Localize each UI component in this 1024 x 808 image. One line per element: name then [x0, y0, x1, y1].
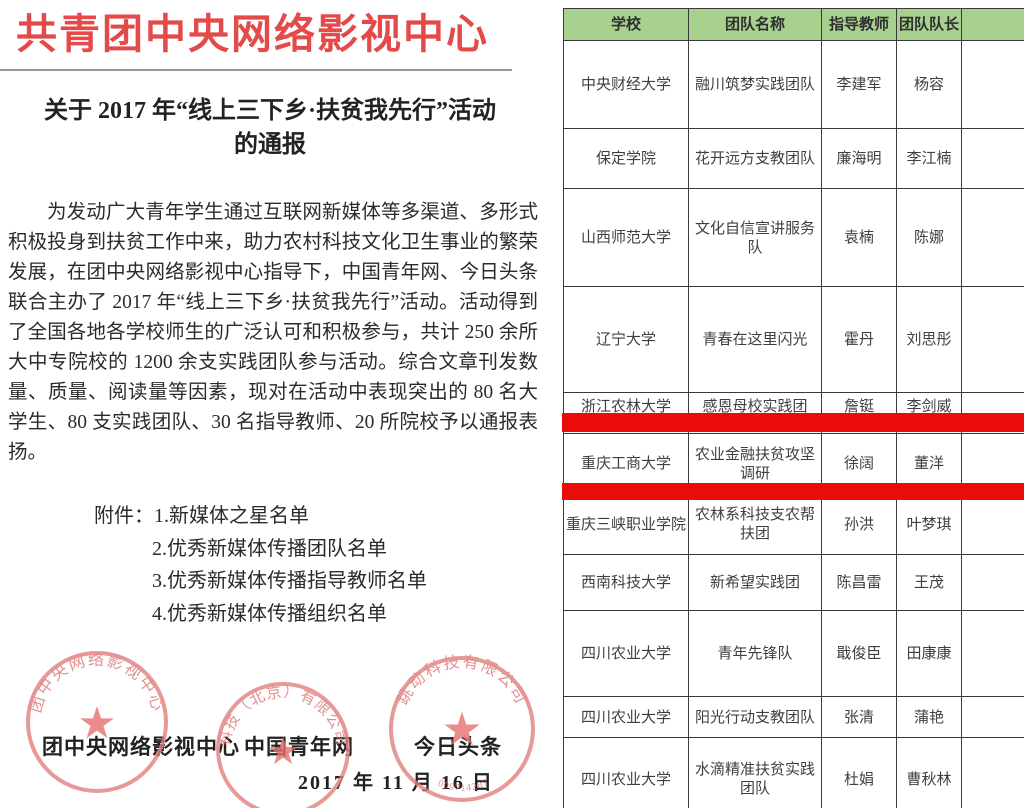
- attachment-item: 3.优秀新媒体传播指导教师名单: [152, 570, 427, 592]
- signatory-youth-net: 中国青年网: [244, 735, 354, 759]
- cell-members: 刘旭东、刘 开宏、、冯 潘婷敬、张 、刘: [961, 737, 1024, 808]
- cell-leader: 叶梦琪: [896, 493, 962, 555]
- table-row: 重庆三峡职业学院 农林系科技支农帮扶团 孙洪 叶梦琪 、陶树星、 嫚、杨帮全: [563, 493, 1024, 555]
- notice-document: 共青团中央网络影视中心 关于 2017 年“线上三下乡·扶贫我先行”活动 的通报…: [0, 11, 540, 808]
- cell-school: 四川农业大学: [563, 696, 689, 738]
- cell-team: 融川筑梦实践团队: [688, 40, 822, 129]
- cell-school: 山西师范大学: [563, 188, 689, 287]
- header-team-leader: 团队队长: [896, 8, 962, 41]
- cell-teacher: 孙洪: [821, 493, 897, 555]
- awards-table: 学校 团队名称 指导教师 团队队长 中央财经大学 融川筑梦实践团队 李建军 杨容…: [563, 8, 1024, 808]
- cell-leader: 王茂: [896, 554, 962, 611]
- cell-school: 保定学院: [563, 128, 689, 189]
- table-row: 四川农业大学 青年先锋队 戢俊臣 田康康 金勤、谭婷 、孟祥睿、 林磊、阳丽 妮…: [563, 610, 1024, 697]
- cell-teacher: 袁楠: [821, 188, 897, 287]
- header-school: 学校: [563, 8, 689, 41]
- header-members: [961, 8, 1024, 41]
- notice-title: 关于 2017 年“线上三下乡·扶贫我先行”活动 的通报: [0, 94, 540, 162]
- cell-team: 新希望实践团: [688, 554, 822, 611]
- table-row: 四川农业大学 水滴精准扶贫实践团队 杜娟 曹秋林 刘旭东、刘 开宏、、冯 潘婷敬…: [563, 737, 1024, 808]
- cell-teacher: 李建军: [821, 40, 897, 129]
- cell-members: 、陶树星、 嫚、杨帮全: [961, 493, 1024, 555]
- table-row: 辽宁大学 青春在这里闪光 霍丹 刘思彤 褚天舒、 凯旋、朱 名、王佳 勇、束启: [563, 286, 1024, 393]
- cell-team: 青春在这里闪光: [688, 286, 822, 393]
- attachment-line-1: 附件：1.新媒体之星名单: [94, 500, 524, 533]
- attachment-item: 2.优秀新媒体传播团队名单: [152, 537, 387, 560]
- official-stamp-left: 团中央网络影视中心 ★: [26, 650, 168, 793]
- stamp-arc-text: 跳动科技有限公司: [394, 653, 528, 708]
- attachments-list: 附件：1.新媒体之星名单 2.优秀新媒体传播团队名单 3.优秀新媒体传播指导教师…: [94, 500, 524, 630]
- cell-teacher: 廉海明: [821, 128, 897, 189]
- table-row: 中央财经大学 融川筑梦实践团队 李建军 杨容 王鹿鸣、冯 琳、齐雪 琪、冯惟 、: [563, 40, 1024, 129]
- attachment-item: 1.新媒体之星名单: [154, 505, 309, 527]
- highlight-bar-bottom: [562, 483, 1024, 500]
- cell-leader: 田康康: [896, 610, 962, 697]
- cell-leader: 曹秋林: [896, 737, 962, 808]
- stamp-arc-text: 团中央网络影视中心: [27, 650, 165, 715]
- cell-members: 金勤、谭婷 、孟祥睿、 林磊、阳丽 妮、庞钰琳: [961, 610, 1024, 697]
- cell-team: 文化自信宣讲服务队: [688, 188, 822, 287]
- cell-leader: 蒲艳: [896, 696, 962, 738]
- attachment-item: 4.优秀新媒体传播组织名单: [152, 602, 387, 625]
- table-row: 西南科技大学 新希望实践团 陈昌雷 王茂 刘彦博、彭 玲、樊莉、: [563, 554, 1024, 611]
- cell-members: 褚天舒、 凯旋、朱 名、王佳 勇、束启: [961, 286, 1024, 393]
- cell-leader: 陈娜: [896, 188, 962, 287]
- cell-teacher: 张清: [821, 696, 897, 738]
- cell-members: 刘彦博、彭 玲、樊莉、: [961, 554, 1024, 611]
- notice-title-line1: 关于 2017 年“线上三下乡·扶贫我先行”活动: [43, 98, 496, 124]
- cell-teacher: 陈昌雷: [821, 554, 897, 611]
- table-header-row: 学校 团队名称 指导教师 团队队长: [563, 8, 1024, 41]
- table-row: 山西师范大学 文化自信宣讲服务队 袁楠 陈娜 冯晓丽、 璐瑶、刘 青、张誉 奇、…: [563, 188, 1024, 287]
- cell-team: 水滴精准扶贫实践团队: [688, 737, 822, 808]
- cell-members: 冯晓丽、 璐瑶、刘 青、张誉 奇、康钧、 、郭: [961, 188, 1024, 287]
- attachments-label: 附件：: [94, 505, 154, 527]
- cell-members: 李艳、周梅 日: [961, 696, 1024, 738]
- cell-teacher: 戢俊臣: [821, 610, 897, 697]
- cell-teacher: 杜娟: [821, 737, 897, 808]
- notice-date: 2017 年 11 月 16 日: [298, 772, 494, 794]
- cell-leader: 李江楠: [896, 128, 962, 189]
- cell-members: 许准、张 、刘优、: [961, 128, 1024, 189]
- cell-team: 花开远方支教团队: [688, 128, 822, 189]
- cell-leader: 刘思彤: [896, 286, 962, 393]
- cell-leader: 杨容: [896, 40, 962, 129]
- cell-team: 青年先锋队: [688, 610, 822, 697]
- header-rule: [0, 69, 512, 71]
- cell-school: 西南科技大学: [563, 554, 689, 611]
- signatory-center: 团中央网络影视中心: [42, 735, 240, 759]
- notice-body: 为发动广大青年学生通过互联网新媒体等多渠道、多形式积极投身到扶贫工作中来，助力农…: [8, 202, 538, 463]
- cell-teacher: 霍丹: [821, 286, 897, 393]
- header-team-name: 团队名称: [688, 8, 822, 41]
- awards-table-panel: 学校 团队名称 指导教师 团队队长 中央财经大学 融川筑梦实践团队 李建军 杨容…: [563, 8, 1024, 808]
- cell-school: 中央财经大学: [563, 40, 689, 129]
- cell-members: 王鹿鸣、冯 琳、齐雪 琪、冯惟 、: [961, 40, 1024, 129]
- cell-school: 四川农业大学: [563, 610, 689, 697]
- highlight-bar-top: [562, 413, 1024, 432]
- table-row: 四川农业大学 阳光行动支教团队 张清 蒲艳 李艳、周梅 日: [563, 696, 1024, 738]
- svg-text:团中央网络影视中心: 团中央网络影视中心: [27, 650, 167, 715]
- svg-text:跳动科技有限公司: 跳动科技有限公司: [394, 653, 530, 708]
- notice-title-line2: 的通报: [234, 132, 306, 158]
- cell-team: 阳光行动支教团队: [688, 696, 822, 738]
- table-row: 保定学院 花开远方支教团队 廉海明 李江楠 许准、张 、刘优、: [563, 128, 1024, 189]
- header-advisor: 指导教师: [821, 8, 897, 41]
- cell-team: 农林系科技支农帮扶团: [688, 493, 822, 555]
- cell-school: 辽宁大学: [563, 286, 689, 393]
- cell-school: 四川农业大学: [563, 737, 689, 808]
- signatory-toutiao: 今日头条: [414, 735, 502, 759]
- cell-school: 重庆三峡职业学院: [563, 493, 689, 555]
- org-header: 共青团中央网络影视中心: [16, 11, 489, 57]
